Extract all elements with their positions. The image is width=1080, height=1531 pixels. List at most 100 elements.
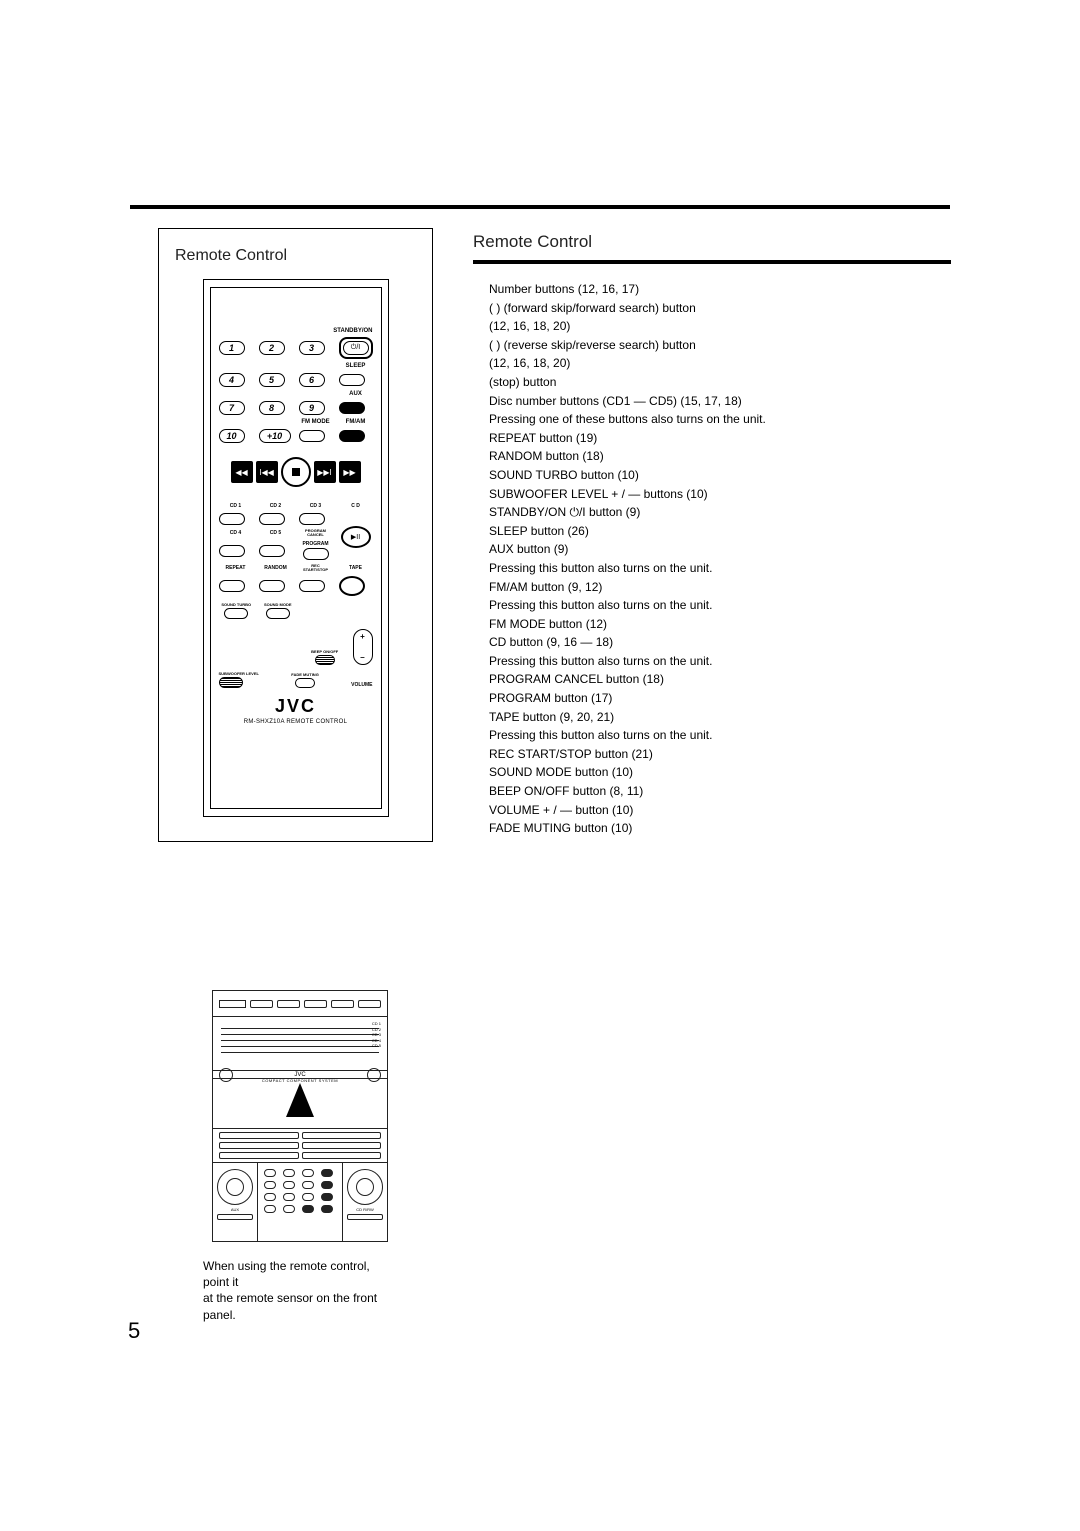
num-8: 8 <box>259 401 285 415</box>
model-line: RM-SHXZ10A REMOTE CONTROL <box>219 719 373 725</box>
sound-mode-button <box>266 608 290 619</box>
num-10: 10 <box>219 429 245 443</box>
num-3: 3 <box>299 341 325 355</box>
sound-turbo-button <box>224 608 248 619</box>
unit-mid-buttons <box>258 1163 342 1241</box>
fwd-search-icon: ▶▶ <box>339 461 361 483</box>
cd1-label: CD 1 <box>219 503 253 509</box>
program-button <box>303 548 329 560</box>
standby-on-label: STANDBY/ON <box>333 328 373 334</box>
unit-cd1: CD 1 <box>372 1021 381 1027</box>
sensor-caption: When using the remote control, point it … <box>203 1258 397 1323</box>
rev-skip-icon: I◀◀ <box>256 461 278 483</box>
unit-right-dial <box>347 1169 383 1205</box>
num-6: 6 <box>299 373 325 387</box>
rc-item: TAPE button (9, 20, 21) <box>489 708 951 727</box>
rc-item: SLEEP button (26) <box>489 522 951 541</box>
beep-button <box>315 655 335 665</box>
fmam-button <box>339 430 365 442</box>
rc-item: (12, 16, 18, 20) <box>489 317 951 336</box>
numpad-grid: 1 2 3 ⏻/I SLEEP 4 5 6 AUX 7 8 <box>219 336 373 443</box>
volume-label: VOLUME <box>351 682 372 688</box>
unit-display: CD 1 CD 2 CD 3 CD 4 CD 5 <box>213 1017 387 1071</box>
cd4-button <box>219 545 245 557</box>
aux-label: AUX <box>339 391 373 397</box>
rc-item: PROGRAM button (17) <box>489 689 951 708</box>
random-button <box>259 580 285 592</box>
transport-row: ◀◀ I◀◀ ▶▶I ▶▶ <box>219 457 373 487</box>
volume-rocker <box>353 629 373 665</box>
rc-item: CD button (9, 16 — 18) <box>489 633 951 652</box>
sleep-label: SLEEP <box>339 363 373 369</box>
program-label: PROGRAM <box>302 541 328 547</box>
unit-screen: COMPACT COMPONENT SYSTEM <box>213 1079 387 1129</box>
cd2-button <box>259 513 285 525</box>
beep-label: BEEP ON/OFF <box>311 649 338 654</box>
unit-cd5: CD 5 <box>372 1043 381 1049</box>
subwoofer-label: SUBWOOFER LEVEL <box>219 671 259 676</box>
rc-item: REPEAT button (19) <box>489 429 951 448</box>
fade-button <box>295 678 315 688</box>
repeat-button <box>219 580 245 592</box>
cd1-button <box>219 513 245 525</box>
remote-inner: STANDBY/ON 1 2 3 ⏻/I SLEEP 4 5 6 <box>210 287 382 809</box>
cd4-label: CD 4 <box>219 530 253 536</box>
rc-item: (12, 16, 18, 20) <box>489 354 951 373</box>
rec-button <box>299 580 325 592</box>
rc-item: BEEP ON/OFF button (8, 11) <box>489 782 951 801</box>
unit-triangle-icon <box>286 1083 314 1117</box>
unit-drawing: CD 1 CD 2 CD 3 CD 4 CD 5 JVC COMPACT COM… <box>212 990 388 1242</box>
cd3-label: CD 3 <box>299 503 333 509</box>
power-button: ⏻/I <box>343 341 369 355</box>
rc-item: Pressing this button also turns on the u… <box>489 652 951 671</box>
rc-item: SOUND TURBO button (10) <box>489 466 951 485</box>
unit-cd-list: CD 1 CD 2 CD 3 CD 4 CD 5 <box>372 1021 381 1049</box>
rc-item: FADE MUTING button (10) <box>489 819 951 838</box>
fade-label: FADE MUTING <box>291 672 319 677</box>
rc-item: AUX button (9) <box>489 540 951 559</box>
sub-row: SUBWOOFER LEVEL FADE MUTING VOLUME <box>219 671 373 688</box>
unit-left-panel: AUX <box>213 1163 258 1241</box>
sound-row: SOUND TURBO SOUND MODE <box>219 602 373 619</box>
right-rule <box>473 260 951 264</box>
random-label: RANDOM <box>259 565 293 571</box>
unit-compact-text: COMPACT COMPONENT SYSTEM <box>213 1078 387 1083</box>
power-button-wrap: ⏻/I <box>339 337 373 359</box>
right-title: Remote Control <box>473 232 951 252</box>
sound-turbo-label: SOUND TURBO <box>221 602 251 607</box>
rc-item: REC START/STOP button (21) <box>489 745 951 764</box>
rc-item: Disc number buttons (CD1 — CD5) (15, 17,… <box>489 392 951 411</box>
cd-grid: CD 1 CD 2 CD 3 C D ▶II CD 4 CD 5 PROGRAM… <box>219 503 373 560</box>
num-7: 7 <box>219 401 245 415</box>
rc-item: Pressing this button also turns on the u… <box>489 559 951 578</box>
jvc-logo: JVC <box>219 696 373 717</box>
unit-left-dial <box>217 1169 253 1205</box>
beep-row: BEEP ON/OFF <box>219 629 373 665</box>
mode-grid: REPEAT RANDOM REC START/STOP TAPE <box>219 564 373 596</box>
sleep-button <box>339 374 365 386</box>
unit-right-panel: CD R/RW <box>342 1163 387 1241</box>
fmmode-button <box>299 430 325 442</box>
num-1: 1 <box>219 341 245 355</box>
tape-button <box>339 576 365 596</box>
caption-line2: at the remote sensor on the front panel. <box>203 1291 377 1321</box>
unit-controls <box>213 1129 387 1163</box>
fmmode-label: FM MODE <box>299 419 333 425</box>
unit-top <box>213 991 387 1017</box>
remote-drawing: STANDBY/ON 1 2 3 ⏻/I SLEEP 4 5 6 <box>203 279 389 817</box>
unit-cd3: CD 3 <box>372 1032 381 1038</box>
cd-play-button: ▶II <box>341 526 371 548</box>
rc-item: PROGRAM CANCEL button (18) <box>489 670 951 689</box>
sound-mode-label: SOUND MODE <box>264 602 292 607</box>
cd2-label: CD 2 <box>259 503 293 509</box>
remote-box: Remote Control STANDBY/ON 1 2 3 <box>158 228 433 842</box>
repeat-label: REPEAT <box>219 565 253 571</box>
fwd-skip-icon: ▶▶I <box>314 461 336 483</box>
rc-item: (stop) button <box>489 373 951 392</box>
rc-item: SOUND MODE button (10) <box>489 763 951 782</box>
program-cancel-label: PROGRAM CANCEL <box>299 529 333 537</box>
rc-item: Pressing this button also turns on the u… <box>489 726 951 745</box>
cd5-button <box>259 545 285 557</box>
num-9: 9 <box>299 401 325 415</box>
num-plus10: +10 <box>259 429 291 443</box>
